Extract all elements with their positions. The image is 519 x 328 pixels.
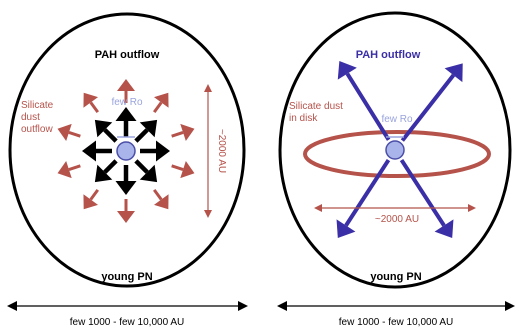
pah-outflow-title-right: PAH outflow [356, 49, 421, 61]
silicate-arrow-head [180, 160, 195, 179]
pah-bipolar-arrow-shaft [345, 72, 391, 141]
central-star [116, 141, 136, 161]
pah-bipolar-arrow-shaft [400, 73, 456, 142]
young-pn-label-right: young PN [370, 271, 421, 283]
silicate-arrow-shaft [89, 188, 99, 201]
pah-bipolar-arrow-head [444, 63, 463, 83]
pah-arrow-head [139, 119, 158, 138]
star-size-label: few Ro [111, 97, 143, 108]
silicate-arrow-head [117, 79, 135, 91]
silicate-arrow-shaft [89, 101, 99, 114]
pah-arrow-head [115, 107, 137, 121]
silicate-arrow-shaft [153, 188, 163, 201]
scale-label-horizontal: ~2000 AU [375, 214, 419, 225]
pah-arrow-shaft [103, 128, 118, 143]
left-nebula-outline [8, 12, 246, 288]
left-panel: PAH outflow few Ro Silicate dust outflow… [7, 12, 248, 328]
silicate-arrow-shaft [153, 101, 163, 114]
silicate-arrow-head [83, 92, 99, 108]
right-nebula-outline [278, 11, 512, 289]
silicate-dust-label: Silicate dust outflow [21, 100, 56, 135]
silicate-arrow-head [117, 211, 135, 223]
silicate-arrow-shaft [171, 164, 184, 171]
silicate-arrow-head [57, 160, 72, 179]
star-size-label-right: few Ro [381, 114, 413, 125]
pah-outflow-title: PAH outflow [95, 49, 160, 61]
size-label-left: few 1000 - few 10,000 AU [70, 317, 185, 328]
pah-outflow-arrows [82, 107, 170, 195]
pah-arrow-head [115, 181, 137, 195]
young-pn-label: young PN [101, 271, 152, 283]
silicate-dust-disk [303, 130, 491, 178]
pah-arrow-head [156, 140, 170, 162]
pah-arrow-head [94, 164, 113, 183]
pah-bipolar-arrow-head [434, 219, 454, 239]
silicate-arrow-shaft [171, 131, 184, 138]
pah-arrow-head [139, 164, 158, 183]
pah-bipolar-arrows [336, 60, 463, 239]
silicate-disk-label: Silicate dust in disk [289, 101, 346, 124]
pah-bipolar-arrow-shaft [344, 158, 391, 227]
right-panel: PAH outflow few Ro Silicate dust in disk… [277, 11, 515, 328]
silicate-arrow-shaft [68, 164, 81, 171]
silicate-arrow-head [180, 123, 195, 142]
silicate-arrow-head [153, 194, 169, 210]
pah-arrow-head [82, 140, 96, 162]
pah-bipolar-arrow-shaft [399, 158, 446, 227]
silicate-arrow-head [57, 123, 72, 142]
central-star-right [385, 140, 405, 160]
pah-arrow-head [94, 119, 113, 138]
silicate-arrow-shaft [68, 131, 81, 138]
size-label-right: few 1000 - few 10,000 AU [339, 317, 454, 328]
pah-arrow-shaft [134, 159, 149, 174]
pah-bipolar-arrow-head [337, 60, 357, 80]
pah-bipolar-arrow-head [336, 219, 356, 239]
silicate-arrow-head [153, 92, 169, 108]
silicate-arrow-head [83, 194, 99, 210]
scale-label-vertical: ~2000 AU [216, 129, 227, 173]
silicate-outflow-arrows [57, 79, 195, 223]
pah-arrow-shaft [103, 159, 118, 174]
pah-arrow-shaft [134, 128, 149, 143]
